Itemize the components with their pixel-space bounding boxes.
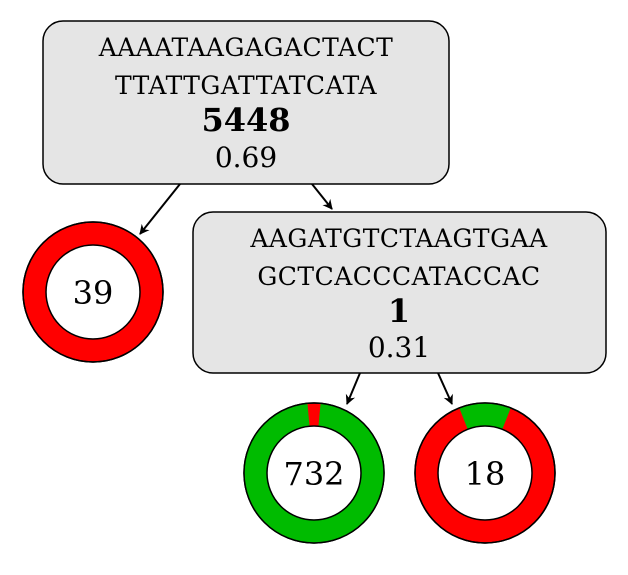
root-feature-index: 5448: [201, 101, 290, 139]
leaf-right-ring: [414, 402, 556, 544]
leaf-middle-count: 732: [283, 455, 344, 493]
edge-child-to-middle-leaf: [345, 372, 361, 405]
child-sequence-line-1: AAGATGTCTAAGTGAA: [249, 224, 548, 253]
edge-root-to-left-leaf: [139, 183, 181, 235]
leaf-middle-inner-disk: [266, 425, 362, 521]
child-score: 0.31: [368, 331, 430, 364]
leaf-right-count: 18: [465, 455, 506, 493]
leaf-middle-ring: [243, 402, 385, 544]
child-node-box: [192, 211, 607, 374]
leaf-left-outline: [22, 221, 164, 363]
root-sequence-line-2: TTATTGATTATCATA: [115, 71, 378, 100]
leaf-middle-outline: [243, 402, 385, 544]
child-sequence-line-2: GCTCACCCATACCAC: [257, 262, 540, 291]
leaf-left-inner-disk: [45, 244, 141, 340]
leaf-right-green-segment: [459, 402, 511, 430]
leaf-left-ring: [22, 221, 164, 363]
root-score: 0.69: [215, 141, 277, 174]
leaf-right-outline: [414, 402, 556, 544]
root-node-box: [42, 20, 450, 185]
child-node: AAGATGTCTAAGTGAA GCTCACCCATACCAC 1 0.31: [192, 211, 607, 374]
leaf-right-inner-disk: [437, 425, 533, 521]
leaf-right: 18: [414, 402, 556, 544]
root-sequence-line-1: AAAATAAGAGACTACT: [98, 33, 394, 62]
leaf-left-count: 39: [73, 274, 114, 312]
leaf-middle: 732: [243, 402, 385, 544]
edge-child-to-right-leaf: [437, 372, 453, 405]
edge-root-to-child: [311, 183, 333, 210]
leaf-middle-green-segment: [244, 403, 384, 543]
leaf-left: 39: [22, 221, 164, 363]
root-node: AAAATAAGAGACTACT TTATTGATTATCATA 5448 0.…: [42, 20, 450, 185]
child-feature-index: 1: [388, 292, 410, 330]
